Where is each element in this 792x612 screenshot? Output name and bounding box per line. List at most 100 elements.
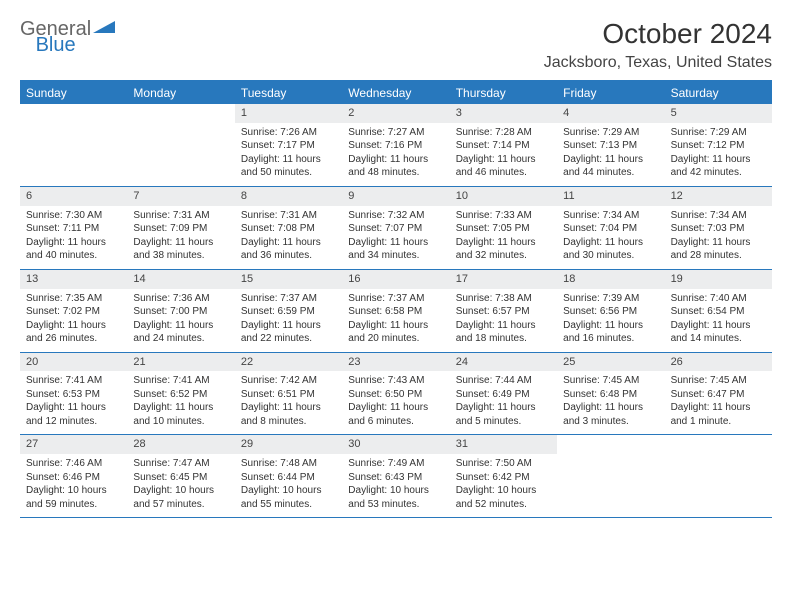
day-number: 17 <box>450 270 557 289</box>
day-number: 13 <box>20 270 127 289</box>
day-body: Sunrise: 7:33 AMSunset: 7:05 PMDaylight:… <box>450 206 557 269</box>
sunset-text: Sunset: 6:48 PM <box>563 388 658 402</box>
day-body: Sunrise: 7:26 AMSunset: 7:17 PMDaylight:… <box>235 123 342 186</box>
sunrise-text: Sunrise: 7:39 AM <box>563 292 658 306</box>
sunrise-text: Sunrise: 7:46 AM <box>26 457 121 471</box>
day-cell: 21Sunrise: 7:41 AMSunset: 6:52 PMDayligh… <box>127 353 234 435</box>
day-number: 7 <box>127 187 234 206</box>
sunrise-text: Sunrise: 7:42 AM <box>241 374 336 388</box>
day-body: Sunrise: 7:34 AMSunset: 7:03 PMDaylight:… <box>665 206 772 269</box>
day-cell: 11Sunrise: 7:34 AMSunset: 7:04 PMDayligh… <box>557 187 664 269</box>
day-cell: 8Sunrise: 7:31 AMSunset: 7:08 PMDaylight… <box>235 187 342 269</box>
sunrise-text: Sunrise: 7:50 AM <box>456 457 551 471</box>
sunset-text: Sunset: 6:54 PM <box>671 305 766 319</box>
daylight-text: Daylight: 11 hours and 22 minutes. <box>241 319 336 346</box>
day-body: Sunrise: 7:49 AMSunset: 6:43 PMDaylight:… <box>342 454 449 517</box>
day-body: Sunrise: 7:47 AMSunset: 6:45 PMDaylight:… <box>127 454 234 517</box>
day-body: Sunrise: 7:31 AMSunset: 7:08 PMDaylight:… <box>235 206 342 269</box>
day-body: Sunrise: 7:44 AMSunset: 6:49 PMDaylight:… <box>450 371 557 434</box>
week-row: 20Sunrise: 7:41 AMSunset: 6:53 PMDayligh… <box>20 353 772 436</box>
sunset-text: Sunset: 7:09 PM <box>133 222 228 236</box>
day-body: Sunrise: 7:41 AMSunset: 6:53 PMDaylight:… <box>20 371 127 434</box>
sunrise-text: Sunrise: 7:28 AM <box>456 126 551 140</box>
daylight-text: Daylight: 11 hours and 5 minutes. <box>456 401 551 428</box>
day-number: 16 <box>342 270 449 289</box>
day-cell: 10Sunrise: 7:33 AMSunset: 7:05 PMDayligh… <box>450 187 557 269</box>
day-number: 21 <box>127 353 234 372</box>
daylight-text: Daylight: 10 hours and 53 minutes. <box>348 484 443 511</box>
day-cell: 12Sunrise: 7:34 AMSunset: 7:03 PMDayligh… <box>665 187 772 269</box>
daylight-text: Daylight: 11 hours and 32 minutes. <box>456 236 551 263</box>
daylight-text: Daylight: 11 hours and 20 minutes. <box>348 319 443 346</box>
day-cell: 7Sunrise: 7:31 AMSunset: 7:09 PMDaylight… <box>127 187 234 269</box>
day-body: Sunrise: 7:41 AMSunset: 6:52 PMDaylight:… <box>127 371 234 434</box>
sunrise-text: Sunrise: 7:29 AM <box>563 126 658 140</box>
sunset-text: Sunset: 6:57 PM <box>456 305 551 319</box>
day-cell: 6Sunrise: 7:30 AMSunset: 7:11 PMDaylight… <box>20 187 127 269</box>
day-number: 5 <box>665 104 772 123</box>
sunrise-text: Sunrise: 7:40 AM <box>671 292 766 306</box>
day-body: Sunrise: 7:50 AMSunset: 6:42 PMDaylight:… <box>450 454 557 517</box>
daylight-text: Daylight: 11 hours and 16 minutes. <box>563 319 658 346</box>
daylight-text: Daylight: 11 hours and 46 minutes. <box>456 153 551 180</box>
daylight-text: Daylight: 10 hours and 57 minutes. <box>133 484 228 511</box>
sunset-text: Sunset: 6:44 PM <box>241 471 336 485</box>
day-cell: 20Sunrise: 7:41 AMSunset: 6:53 PMDayligh… <box>20 353 127 435</box>
daylight-text: Daylight: 11 hours and 48 minutes. <box>348 153 443 180</box>
day-number: 3 <box>450 104 557 123</box>
sunrise-text: Sunrise: 7:45 AM <box>563 374 658 388</box>
day-number <box>127 104 234 123</box>
sunrise-text: Sunrise: 7:49 AM <box>348 457 443 471</box>
day-body: Sunrise: 7:46 AMSunset: 6:46 PMDaylight:… <box>20 454 127 517</box>
day-cell: 4Sunrise: 7:29 AMSunset: 7:13 PMDaylight… <box>557 104 664 186</box>
week-row: 13Sunrise: 7:35 AMSunset: 7:02 PMDayligh… <box>20 270 772 353</box>
daylight-text: Daylight: 11 hours and 14 minutes. <box>671 319 766 346</box>
daylight-text: Daylight: 11 hours and 12 minutes. <box>26 401 121 428</box>
daylight-text: Daylight: 11 hours and 40 minutes. <box>26 236 121 263</box>
sunset-text: Sunset: 6:46 PM <box>26 471 121 485</box>
day-cell: 9Sunrise: 7:32 AMSunset: 7:07 PMDaylight… <box>342 187 449 269</box>
day-header: Monday <box>127 82 234 104</box>
day-number: 31 <box>450 435 557 454</box>
sunrise-text: Sunrise: 7:27 AM <box>348 126 443 140</box>
day-cell: 14Sunrise: 7:36 AMSunset: 7:00 PMDayligh… <box>127 270 234 352</box>
sunrise-text: Sunrise: 7:44 AM <box>456 374 551 388</box>
sunset-text: Sunset: 7:12 PM <box>671 139 766 153</box>
sunset-text: Sunset: 6:49 PM <box>456 388 551 402</box>
sunset-text: Sunset: 7:14 PM <box>456 139 551 153</box>
sunrise-text: Sunrise: 7:26 AM <box>241 126 336 140</box>
day-number: 14 <box>127 270 234 289</box>
day-cell: 19Sunrise: 7:40 AMSunset: 6:54 PMDayligh… <box>665 270 772 352</box>
day-body: Sunrise: 7:29 AMSunset: 7:13 PMDaylight:… <box>557 123 664 186</box>
sunrise-text: Sunrise: 7:30 AM <box>26 209 121 223</box>
day-number: 11 <box>557 187 664 206</box>
day-body: Sunrise: 7:32 AMSunset: 7:07 PMDaylight:… <box>342 206 449 269</box>
day-cell: 29Sunrise: 7:48 AMSunset: 6:44 PMDayligh… <box>235 435 342 517</box>
sunset-text: Sunset: 7:00 PM <box>133 305 228 319</box>
sunrise-text: Sunrise: 7:33 AM <box>456 209 551 223</box>
sunset-text: Sunset: 7:07 PM <box>348 222 443 236</box>
day-number: 25 <box>557 353 664 372</box>
sunset-text: Sunset: 6:47 PM <box>671 388 766 402</box>
day-number <box>20 104 127 123</box>
day-cell: 17Sunrise: 7:38 AMSunset: 6:57 PMDayligh… <box>450 270 557 352</box>
daylight-text: Daylight: 11 hours and 24 minutes. <box>133 319 228 346</box>
day-body: Sunrise: 7:38 AMSunset: 6:57 PMDaylight:… <box>450 289 557 352</box>
day-header: Friday <box>557 82 664 104</box>
day-body: Sunrise: 7:36 AMSunset: 7:00 PMDaylight:… <box>127 289 234 352</box>
day-number: 1 <box>235 104 342 123</box>
day-cell: 1Sunrise: 7:26 AMSunset: 7:17 PMDaylight… <box>235 104 342 186</box>
day-body: Sunrise: 7:45 AMSunset: 6:48 PMDaylight:… <box>557 371 664 434</box>
daylight-text: Daylight: 11 hours and 30 minutes. <box>563 236 658 263</box>
day-number: 27 <box>20 435 127 454</box>
day-body: Sunrise: 7:42 AMSunset: 6:51 PMDaylight:… <box>235 371 342 434</box>
week-row: 6Sunrise: 7:30 AMSunset: 7:11 PMDaylight… <box>20 187 772 270</box>
day-header-row: SundayMondayTuesdayWednesdayThursdayFrid… <box>20 82 772 104</box>
day-body: Sunrise: 7:37 AMSunset: 6:59 PMDaylight:… <box>235 289 342 352</box>
day-cell: 22Sunrise: 7:42 AMSunset: 6:51 PMDayligh… <box>235 353 342 435</box>
sunset-text: Sunset: 6:43 PM <box>348 471 443 485</box>
day-cell: 15Sunrise: 7:37 AMSunset: 6:59 PMDayligh… <box>235 270 342 352</box>
day-number: 18 <box>557 270 664 289</box>
day-cell: 13Sunrise: 7:35 AMSunset: 7:02 PMDayligh… <box>20 270 127 352</box>
day-number: 9 <box>342 187 449 206</box>
